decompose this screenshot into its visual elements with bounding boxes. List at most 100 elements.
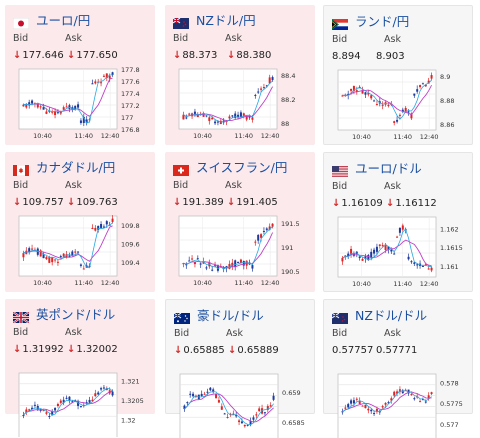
- chart-candle: [419, 85, 422, 88]
- rate-chart[interactable]: 191.5 191 190.5 10:40 11:40 12:40: [171, 212, 309, 290]
- currency-pair-name[interactable]: NZドル/円: [196, 12, 256, 28]
- rate-card-nzdjpy[interactable]: NZドル/円 Bid Ask ↓88.373 ↓88.380 88.4 88.2 8…: [165, 5, 315, 145]
- rate-chart[interactable]: 8.9 8.88 8.86 10:40 11:40 12:40: [330, 66, 468, 144]
- currency-pair-name[interactable]: カナダドル/円: [36, 159, 116, 175]
- currency-pair-name[interactable]: ユーロ/円: [36, 12, 91, 28]
- currency-pair-name[interactable]: 英ポンド/ドル: [36, 306, 116, 322]
- down-arrow-icon: ↓: [67, 344, 76, 355]
- card-header[interactable]: NZドル/ドル: [331, 306, 428, 324]
- chart-candle: [51, 257, 54, 263]
- rate-chart[interactable]: 177.8 177.6 177.4 177.2 177 176.8 10:40 11:40 12…: [11, 65, 149, 143]
- chart-ma-line-short: [342, 79, 432, 120]
- card-header[interactable]: 豪ドル/ドル: [173, 306, 264, 324]
- chart-y-tick-label: 1.32: [121, 416, 135, 424]
- chart-candle: [48, 415, 51, 417]
- rate-card-usdjpy[interactable]: ユーロ/円 Bid Ask ↓177.646 ↓177.650 177.8 177…: [5, 5, 155, 145]
- chart-candle: [105, 387, 108, 391]
- chart-y-tick-label: 8.86: [440, 121, 454, 129]
- chart-candle: [384, 244, 387, 250]
- rate-card-eurusd[interactable]: ユーロ/ドル Bid Ask ↓1.16109 ↓1.16112 1.162 1.…: [323, 152, 473, 292]
- chart-candle: [240, 421, 243, 424]
- chart-x-tick-label: 12:40: [261, 279, 280, 287]
- chart-candle: [401, 390, 404, 394]
- chart-candle: [401, 109, 404, 112]
- rate-card-gbpusd[interactable]: 英ポンド/ドル Bid Ask ↓1.31992 ↓1.32002 1.321 1…: [5, 299, 155, 437]
- rate-card-zarjpy[interactable]: ランド/円 Bid Ask 8.894 8.903 8.9 8.88 8.86 10:…: [323, 5, 473, 145]
- chart-candle: [65, 106, 68, 108]
- card-header[interactable]: ユーロ/ドル: [332, 159, 422, 177]
- rate-chart[interactable]: 88.4 88.2 88 10:40 11:40 12:40: [171, 65, 309, 143]
- chart-y-tick-label: 177.2: [121, 102, 140, 110]
- chart-candle: [228, 116, 231, 119]
- chart-candle: [254, 94, 257, 96]
- chart-candle: [421, 399, 424, 401]
- chart-candle: [350, 400, 353, 404]
- rate-card-audusd[interactable]: 豪ドル/ドル Bid Ask ↓0.65885 ↓0.65889 0.659 0.…: [165, 299, 315, 438]
- chart-candle: [393, 253, 396, 255]
- card-header[interactable]: NZドル/円: [172, 11, 256, 29]
- chart-candle: [352, 400, 355, 404]
- chart-candle: [268, 77, 271, 84]
- chart-candle: [430, 267, 433, 271]
- card-header[interactable]: スイスフラン/円: [173, 158, 288, 176]
- chart-candle: [390, 398, 393, 401]
- chart-candle: [88, 399, 91, 403]
- chart-candle: [25, 250, 28, 255]
- chart-candle: [206, 391, 209, 393]
- bid-value: ↓0.65885: [174, 345, 225, 356]
- flag-nz-icon: [331, 309, 348, 324]
- chart-candle: [100, 388, 103, 390]
- bid-label: Bid: [332, 34, 348, 45]
- chart-x-tick-label: 11:40: [74, 132, 93, 140]
- chart-candle: [421, 265, 424, 267]
- rate-card-chfjpy[interactable]: スイスフラン/円 Bid Ask ↓191.389 ↓191.405 191.5…: [165, 152, 315, 292]
- ask-label: Ask: [384, 181, 401, 192]
- bid-value: 0.57757: [332, 345, 374, 356]
- chart-candle: [56, 403, 59, 406]
- chart-y-tick-label: 0.659: [282, 389, 301, 397]
- card-header[interactable]: ランド/円: [331, 12, 410, 30]
- chart-y-tick-label: 0.577: [440, 421, 459, 429]
- chart-candle: [231, 262, 234, 267]
- chart-y-tick-label: 88: [281, 120, 289, 128]
- chart-candle: [74, 105, 77, 110]
- chart-candle: [430, 75, 433, 79]
- rate-chart[interactable]: 1.321 1.3205 1.32: [11, 359, 149, 437]
- chart-candle: [77, 251, 80, 253]
- card-header[interactable]: カナダドル/円: [12, 158, 116, 176]
- chart-candle: [48, 256, 51, 263]
- currency-pair-name[interactable]: スイスフラン/円: [196, 159, 288, 175]
- currency-pair-name[interactable]: ランド/円: [355, 13, 410, 29]
- rate-chart[interactable]: 109.8 109.6 109.4 10:40 11:40 12:40: [11, 212, 149, 290]
- chart-candle: [401, 225, 404, 230]
- chart-y-tick-label: 177.4: [121, 90, 140, 98]
- chart-x-tick-label: 12:40: [261, 132, 280, 140]
- currency-pair-name[interactable]: ユーロ/ドル: [355, 160, 422, 176]
- chart-candle: [427, 268, 430, 270]
- rate-card-nzdusd[interactable]: NZドル/ドル Bid Ask 0.57757 0.57771 0.578 0.5…: [323, 299, 473, 438]
- card-header[interactable]: 英ポンド/ドル: [12, 305, 116, 324]
- chart-candle: [82, 268, 85, 270]
- currency-pair-name[interactable]: NZドル/ドル: [355, 307, 428, 323]
- card-header[interactable]: ユーロ/円: [12, 11, 91, 29]
- chart-y-tick-label: 1.321: [121, 378, 140, 386]
- chart-candle: [192, 393, 195, 397]
- chart-candle: [22, 253, 25, 258]
- chart-candle: [25, 103, 28, 108]
- ask-value: ↓191.405: [227, 197, 278, 208]
- chart-ma-line-long: [23, 77, 113, 117]
- chart-candle: [355, 398, 358, 400]
- chart-candle: [263, 412, 266, 414]
- chart-candle: [205, 115, 208, 117]
- rate-chart[interactable]: 0.578 0.5775 0.577: [330, 360, 468, 438]
- currency-pair-name[interactable]: 豪ドル/ドル: [197, 307, 264, 323]
- chart-candle: [407, 111, 410, 113]
- rate-chart[interactable]: 0.659 0.6585: [172, 360, 310, 438]
- ask-value: ↓1.32002: [67, 344, 118, 355]
- rate-card-cadjpy[interactable]: カナダドル/円 Bid Ask ↓109.757 ↓109.763 109.8 1…: [5, 152, 155, 292]
- chart-candle: [54, 111, 57, 116]
- chart-candle: [413, 262, 416, 264]
- chart-candle: [364, 256, 367, 259]
- chart-candle: [196, 113, 199, 118]
- rate-chart[interactable]: 1.162 1.1615 1.161 10:40 11:40 12:40: [330, 213, 468, 291]
